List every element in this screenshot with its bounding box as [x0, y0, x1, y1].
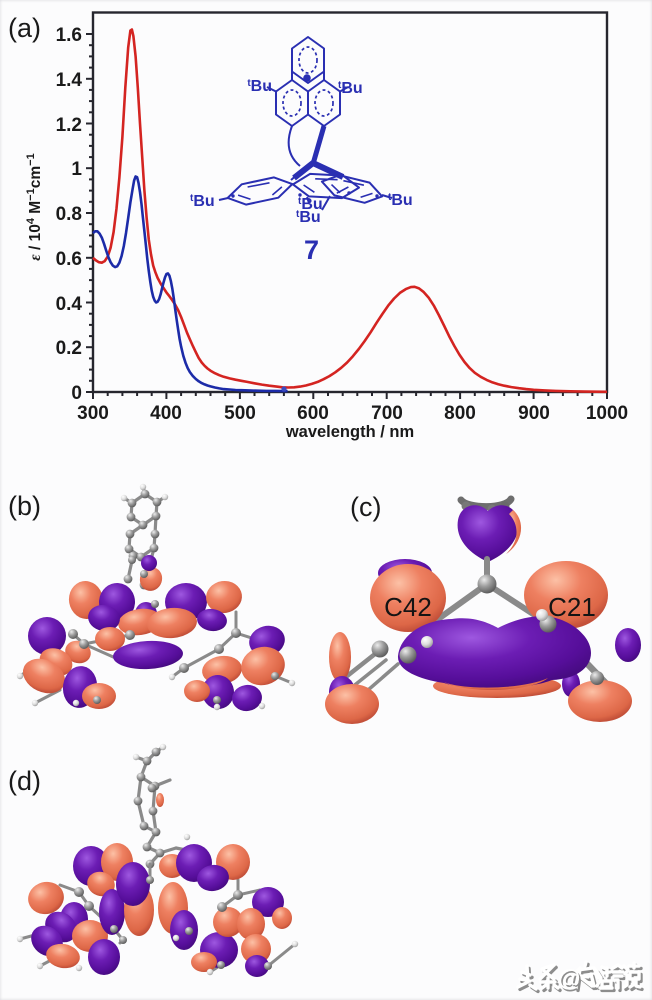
- svg-text:0.2: 0.2: [56, 338, 82, 359]
- svg-text:1000: 1000: [586, 403, 628, 424]
- svg-text:(d): (d): [8, 766, 41, 796]
- svg-text:0.4: 0.4: [56, 294, 83, 315]
- svg-text:7: 7: [304, 235, 319, 265]
- svg-text:tBu: tBu: [388, 192, 413, 209]
- svg-text:(c): (c): [350, 492, 381, 522]
- svg-text:tBu: tBu: [190, 193, 215, 210]
- svg-text:@: @: [558, 965, 580, 991]
- svg-text:900: 900: [518, 403, 550, 424]
- svg-text:600: 600: [297, 403, 329, 424]
- svg-text:0.6: 0.6: [56, 249, 82, 270]
- svg-text:@: @: [560, 967, 582, 993]
- svg-text:wavelength / nm: wavelength / nm: [285, 423, 414, 441]
- svg-text:300: 300: [77, 403, 109, 424]
- svg-text:tBu: tBu: [296, 209, 321, 226]
- svg-text:(b): (b): [8, 491, 41, 521]
- svg-text:C21: C21: [548, 592, 596, 622]
- svg-text:tBu: tBu: [338, 80, 363, 97]
- svg-text:tBu: tBu: [298, 196, 323, 213]
- svg-text:1.2: 1.2: [56, 115, 82, 136]
- svg-text:700: 700: [371, 403, 403, 424]
- svg-text:tBu: tBu: [247, 78, 272, 95]
- svg-text:0: 0: [71, 383, 82, 404]
- svg-text:1.4: 1.4: [56, 70, 83, 91]
- svg-text:500: 500: [224, 403, 256, 424]
- svg-text:800: 800: [444, 403, 476, 424]
- svg-text:ε / 104 M−1cm−1: ε / 104 M−1cm−1: [25, 153, 44, 260]
- svg-text:1.6: 1.6: [56, 25, 82, 46]
- svg-text:C42: C42: [384, 592, 432, 622]
- svg-text:400: 400: [150, 403, 182, 424]
- svg-text:0.8: 0.8: [56, 204, 82, 225]
- svg-text:1: 1: [71, 159, 82, 180]
- svg-text:(a): (a): [8, 13, 41, 43]
